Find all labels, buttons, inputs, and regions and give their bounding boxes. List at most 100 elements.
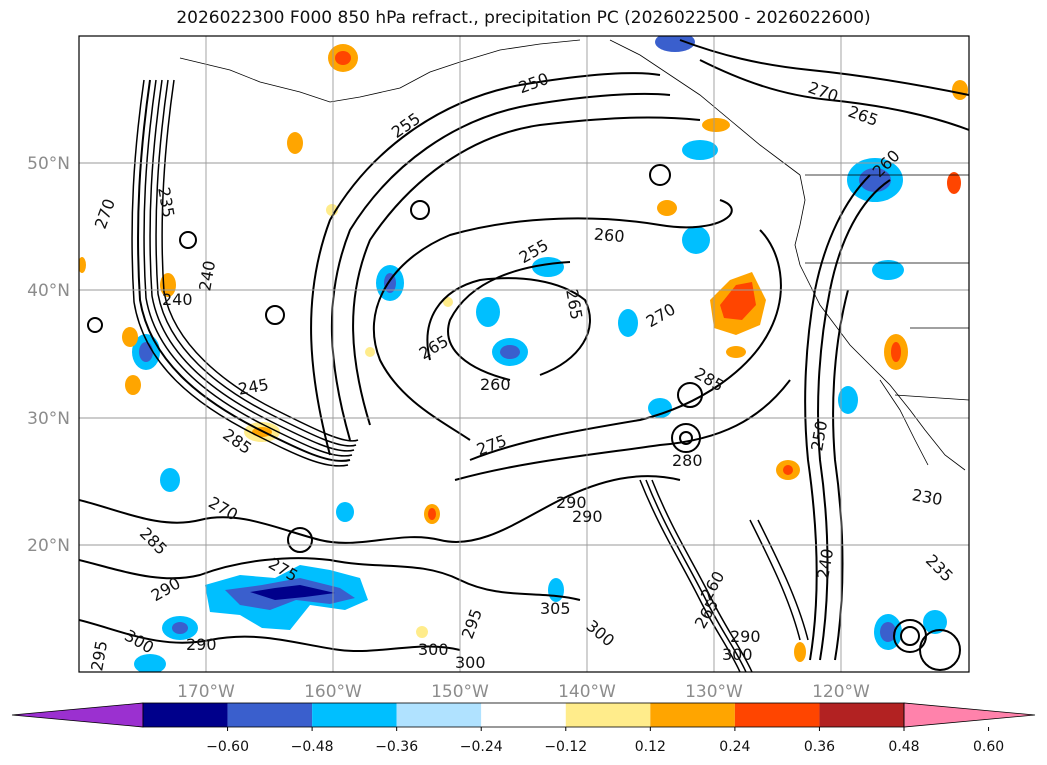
shade-patch bbox=[122, 327, 138, 347]
shade-patch bbox=[532, 257, 564, 277]
colorbar-bin bbox=[143, 703, 228, 727]
lon-label-130w: 130°W bbox=[685, 682, 743, 702]
contour-line bbox=[469, 229, 782, 461]
lon-label-150w: 150°W bbox=[431, 682, 489, 702]
shade-patch bbox=[702, 118, 730, 132]
shade-patch bbox=[287, 132, 303, 154]
contour-line bbox=[372, 199, 733, 441]
colorbar-tick-label: −0.24 bbox=[460, 739, 503, 755]
contour-label: 240 bbox=[162, 290, 193, 309]
colorbar-bin bbox=[396, 703, 482, 727]
colorbar-bin bbox=[227, 703, 313, 727]
shade-patch bbox=[250, 585, 335, 600]
colorbar-tick-label: −0.60 bbox=[206, 739, 249, 755]
shade-patch bbox=[336, 502, 354, 522]
contour-line bbox=[447, 261, 571, 381]
contour-line bbox=[699, 59, 969, 131]
contour-line bbox=[651, 479, 753, 672]
contour-line bbox=[149, 79, 355, 452]
contour-line bbox=[679, 39, 969, 96]
contour-line bbox=[677, 382, 703, 408]
contour-label: 305 bbox=[540, 599, 571, 618]
contour-line bbox=[749, 519, 801, 641]
border-us-mexico bbox=[894, 394, 969, 401]
shade-patch bbox=[335, 51, 351, 65]
shade-patch bbox=[952, 80, 968, 100]
map-title: 2026022300 F000 850 hPa refract., precip… bbox=[176, 8, 871, 28]
colorbar-bin bbox=[312, 703, 397, 727]
shade-patch bbox=[838, 386, 858, 414]
shade-patch bbox=[443, 297, 453, 307]
refractivity-contours bbox=[79, 39, 969, 672]
colorbar-tick-label: 0.24 bbox=[719, 739, 750, 755]
contour-line bbox=[352, 116, 701, 426]
colorbar-tick-label: 0.60 bbox=[973, 739, 1004, 755]
shade-patch bbox=[172, 622, 188, 634]
contour-line bbox=[804, 174, 871, 661]
shade-patch bbox=[384, 273, 396, 293]
colorbar-extension-high bbox=[903, 702, 1036, 728]
shade-patch bbox=[891, 342, 901, 362]
lat-label-50n: 50°N bbox=[27, 154, 70, 174]
shade-patch bbox=[365, 347, 375, 357]
shade-patch bbox=[500, 345, 520, 359]
contour-line bbox=[649, 164, 671, 186]
shade-patch bbox=[720, 282, 756, 320]
shade-patch bbox=[726, 346, 746, 358]
shade-patch bbox=[947, 172, 961, 194]
colorbar-bin bbox=[481, 703, 566, 727]
lon-label-120w: 120°W bbox=[812, 682, 870, 702]
lon-label-170w: 170°W bbox=[177, 682, 235, 702]
colorbar-tick-label: 0.48 bbox=[888, 739, 919, 755]
longitude-labels: 170°W 160°W 150°W 140°W 130°W 120°W bbox=[177, 682, 870, 702]
contour-line bbox=[330, 92, 671, 441]
colorbar-tick-label: −0.12 bbox=[544, 739, 587, 755]
contour-line bbox=[639, 479, 741, 672]
contour-line bbox=[679, 431, 693, 445]
contour-line bbox=[757, 519, 809, 641]
lat-label-20n: 20°N bbox=[27, 536, 70, 556]
lat-label-30n: 30°N bbox=[27, 409, 70, 429]
contour-line bbox=[79, 475, 681, 544]
shade-patch bbox=[125, 375, 141, 395]
shade-patch bbox=[682, 226, 710, 254]
shade-patch bbox=[794, 642, 806, 662]
contour-label: 290 bbox=[730, 627, 761, 646]
colorbar-bin bbox=[650, 703, 735, 727]
colorbar: −0.60 −0.48 −0.36 −0.24 −0.12 0.12 0.24 0.36 0.4… bbox=[11, 702, 1036, 755]
contour-line bbox=[310, 72, 661, 456]
contour-line bbox=[143, 79, 353, 457]
coastlines bbox=[179, 39, 969, 471]
contour-line bbox=[671, 423, 701, 453]
contour-line bbox=[900, 626, 920, 646]
contour-line bbox=[454, 379, 791, 481]
colorbar-bin bbox=[819, 703, 904, 727]
colorbar-tick-label: 0.12 bbox=[635, 739, 666, 755]
shade-patch bbox=[428, 508, 436, 520]
contour-line bbox=[645, 479, 747, 672]
graticule bbox=[79, 36, 969, 672]
shade-patch bbox=[783, 465, 793, 475]
shade-patch bbox=[134, 654, 166, 672]
colorbar-tick-label: 0.36 bbox=[804, 739, 835, 755]
colorbar-extension-low bbox=[11, 702, 144, 728]
contour-label: 300 bbox=[455, 653, 486, 672]
contour-line bbox=[919, 629, 961, 671]
shade-patch bbox=[618, 309, 638, 337]
contour-label: 290 bbox=[556, 493, 587, 512]
coastline-alaska bbox=[179, 39, 581, 103]
coastline-baja bbox=[879, 379, 929, 466]
contour-line bbox=[179, 231, 197, 249]
colorbar-bin bbox=[734, 703, 820, 727]
contour-label: 280 bbox=[672, 451, 703, 470]
shade-patch bbox=[476, 297, 500, 327]
contour-label: 300 bbox=[722, 645, 753, 664]
contour-label: 290 bbox=[186, 635, 217, 654]
lon-label-140w: 140°W bbox=[558, 682, 616, 702]
colorbar-frame bbox=[142, 702, 905, 728]
contour-line bbox=[87, 317, 103, 333]
contour-line bbox=[79, 619, 461, 653]
contour-line bbox=[817, 179, 891, 661]
contour-line bbox=[410, 200, 430, 220]
